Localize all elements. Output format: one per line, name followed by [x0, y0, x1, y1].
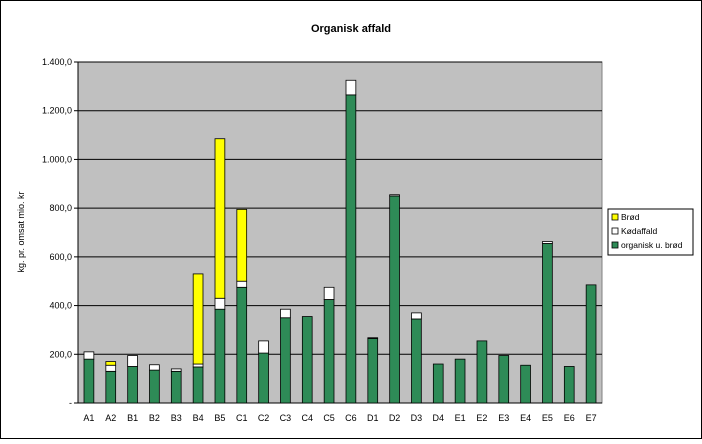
bar-segment — [83, 358, 95, 404]
x-tick-label: C1 — [236, 413, 248, 423]
y-tick-label: - — [69, 398, 72, 408]
x-tick-label: D1 — [367, 413, 379, 423]
bar-segment — [585, 284, 597, 404]
y-tick-label: 600,0 — [49, 252, 72, 262]
x-tick-label: C3 — [280, 413, 292, 423]
y-tick-label: 200,0 — [49, 349, 72, 359]
bar-segment — [389, 194, 400, 197]
bar-segment — [389, 195, 400, 404]
bars — [83, 79, 597, 404]
x-tick-label: E7 — [586, 413, 597, 423]
bar-segment — [498, 355, 510, 404]
y-tick-label: 800,0 — [49, 203, 72, 213]
y-tick-label: 1.000,0 — [42, 154, 72, 164]
chart-title: Organisk affald — [311, 23, 391, 35]
x-tick-label: E4 — [520, 413, 531, 423]
bar-segment — [192, 366, 204, 404]
y-tick-label: 1.400,0 — [42, 57, 72, 67]
x-tick-label: B4 — [193, 413, 204, 423]
bar-segment — [214, 138, 226, 299]
legend: Brød Kødaffald organisk u. brød — [607, 208, 694, 256]
bar-segment — [170, 370, 182, 404]
bar-segment — [236, 286, 248, 404]
x-tick-label: B5 — [214, 413, 225, 423]
legend-swatch — [611, 213, 619, 221]
x-tick-label: B3 — [171, 413, 182, 423]
x-tick-label: D3 — [411, 413, 423, 423]
x-tick-label: B2 — [149, 413, 160, 423]
x-tick-label: E2 — [476, 413, 487, 423]
plot-area — [77, 61, 603, 404]
bar-segment — [476, 340, 488, 404]
x-tick-label: A1 — [83, 413, 94, 423]
y-axis-label: kg. pr. omsat mio. kr — [16, 191, 26, 272]
x-tick-label: D4 — [432, 413, 444, 423]
grid-lines — [74, 61, 602, 404]
x-tick-label: C4 — [301, 413, 313, 423]
bar-segment — [192, 363, 204, 368]
bar-segment — [323, 299, 335, 404]
bar-segment — [105, 361, 117, 366]
bar-segment — [192, 273, 204, 365]
x-tick-label: C6 — [345, 413, 357, 423]
x-tick-label: E3 — [498, 413, 509, 423]
legend-swatch — [611, 227, 619, 235]
x-tick-label: C2 — [258, 413, 270, 423]
bar-segment — [280, 308, 291, 319]
y-tick-labels: - 200,0 400,0 600,0 800,0 1.000,0 1.200,0 1.400… — [42, 57, 72, 408]
bar-segment — [520, 364, 531, 404]
legend-items: Brød Kødaffald organisk u. brød — [611, 212, 683, 250]
bar-segment — [367, 337, 379, 339]
bar-segment — [127, 355, 138, 367]
legend-box — [607, 208, 694, 256]
x-tick-label: D2 — [389, 413, 401, 423]
bar-segment — [214, 308, 226, 404]
bar-segment — [563, 366, 575, 404]
bar-segment — [367, 338, 379, 404]
bar-segment — [83, 351, 95, 360]
bar-segment — [280, 317, 291, 404]
x-tick-labels: A1 A2 B1 B2 B3 B4 B5 C1 C2 C3 C4 C5 C6 D1 D2 D3 D4 E1 E2 E3… — [83, 413, 596, 423]
bar-segment — [542, 241, 553, 244]
legend-swatch — [611, 241, 619, 249]
bar-segment — [345, 79, 357, 96]
bar-segment — [105, 364, 117, 372]
legend-label: Kødaffald — [621, 226, 658, 236]
bar-segment — [454, 358, 466, 404]
y-tick-label: 1.200,0 — [42, 106, 72, 116]
bar-segment — [105, 370, 117, 404]
x-tick-label: E5 — [542, 413, 553, 423]
bar-segment — [170, 368, 182, 372]
bar-segment — [542, 243, 553, 404]
bar-segment — [236, 208, 248, 282]
x-tick-label: A2 — [105, 413, 116, 423]
bar-segment — [432, 363, 444, 404]
bar-segment — [149, 364, 160, 371]
bar-segment — [411, 318, 422, 404]
bar-segment — [345, 94, 357, 404]
legend-label: Brød — [621, 212, 640, 222]
bar-segment — [258, 340, 269, 354]
bar-segment — [323, 286, 335, 300]
bar-segment — [258, 352, 269, 404]
bar-segment — [214, 297, 226, 310]
bar-segment — [149, 369, 160, 404]
x-tick-label: B1 — [127, 413, 138, 423]
bar-segment — [301, 316, 313, 404]
bar-segment — [411, 312, 422, 320]
bar-segment — [236, 280, 248, 288]
x-tick-label: C5 — [323, 413, 335, 423]
x-tick-label: E6 — [564, 413, 575, 423]
bar-segment — [127, 366, 138, 404]
x-tick-label: E1 — [455, 413, 466, 423]
y-tick-label: 400,0 — [49, 301, 72, 311]
legend-label: organisk u. brød — [621, 240, 683, 250]
